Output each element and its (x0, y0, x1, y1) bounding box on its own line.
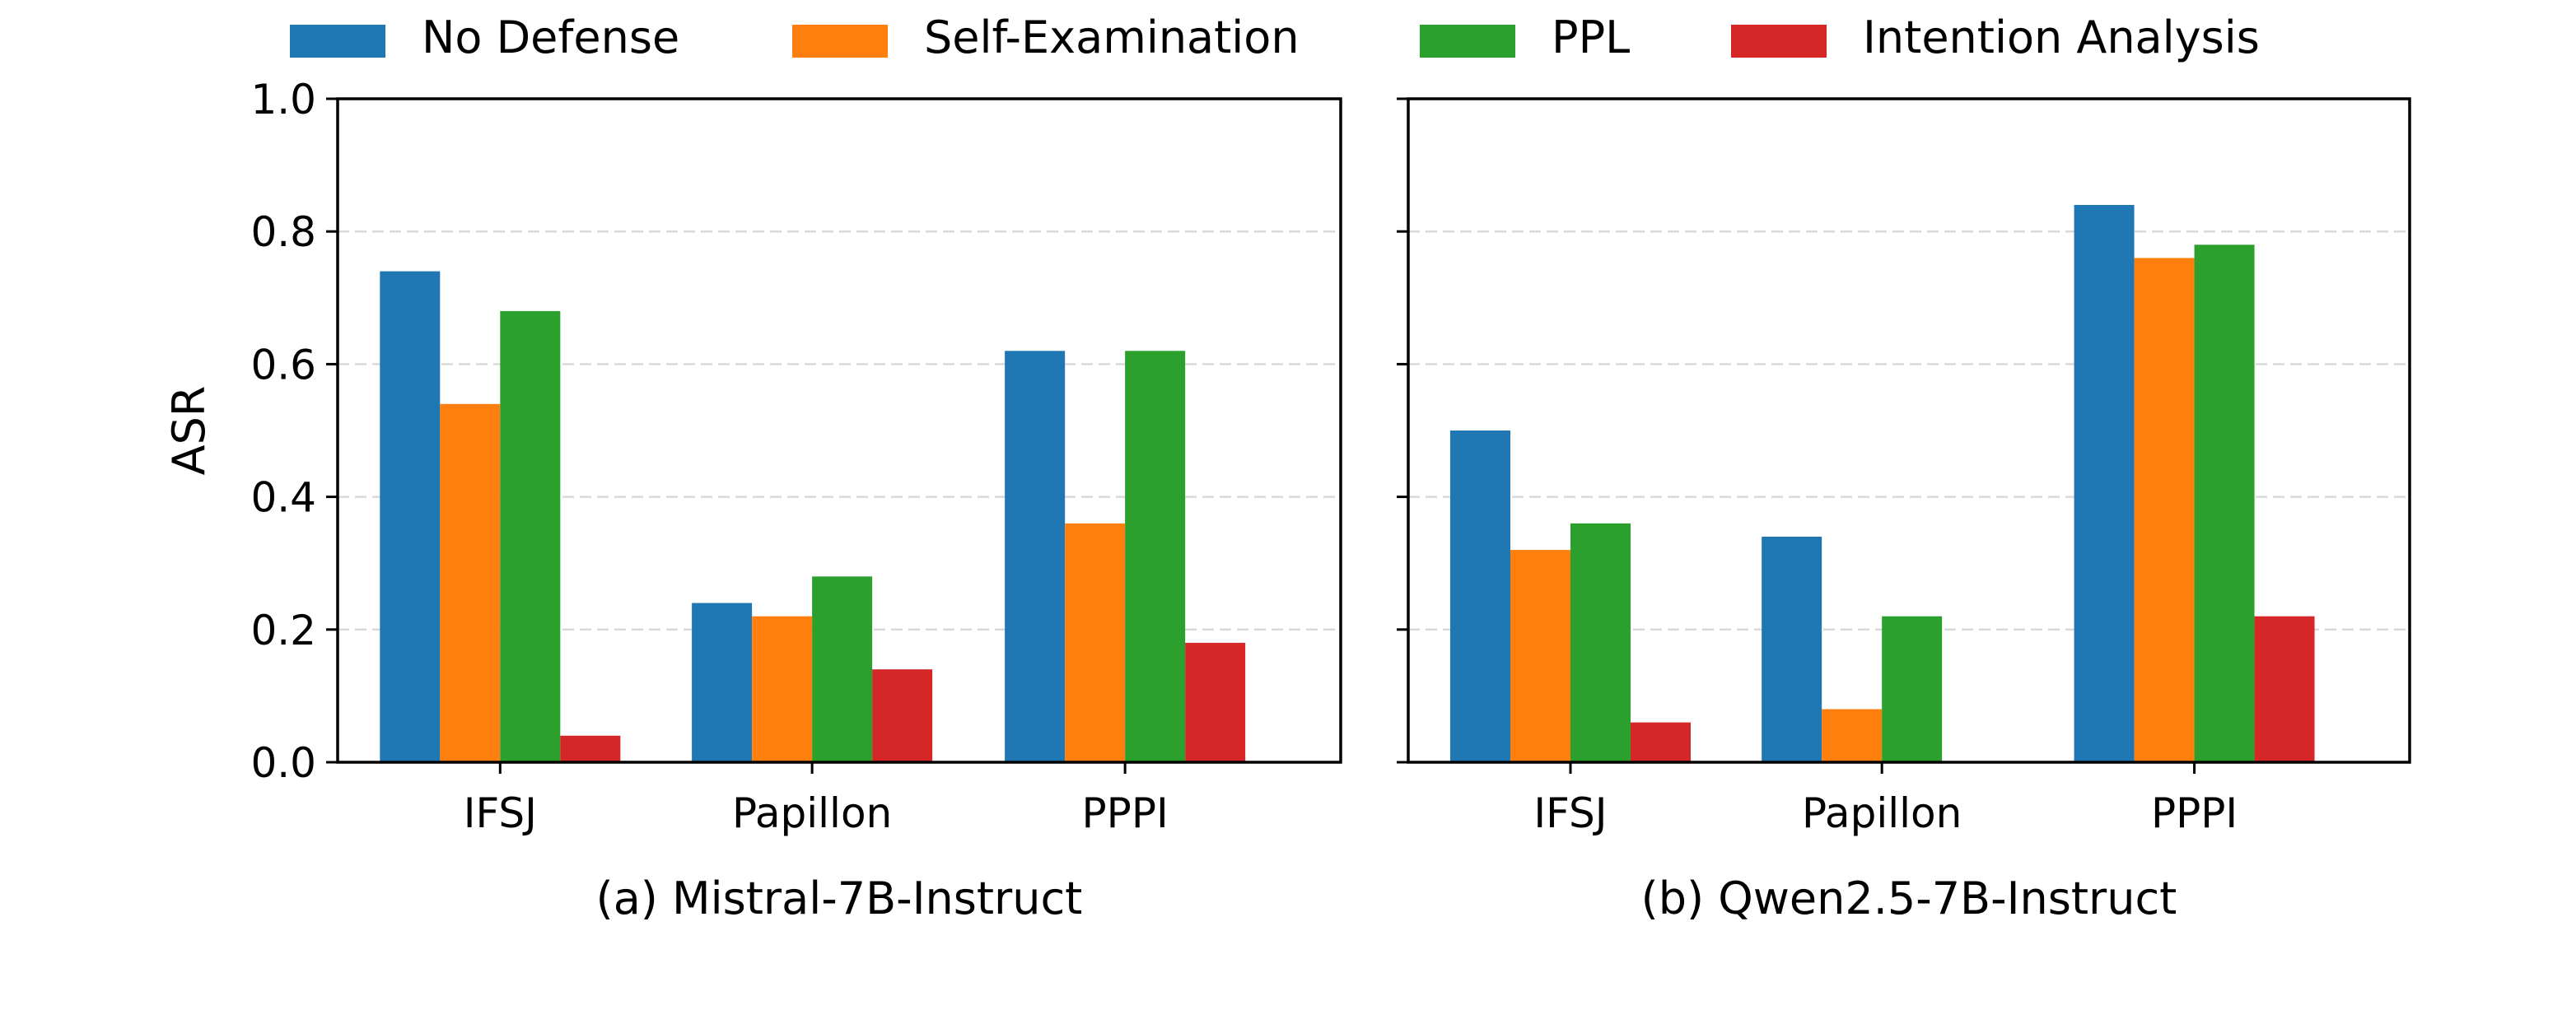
legend-label-no-defense: No Defense (422, 12, 679, 63)
bar-ppl-ifsj (500, 310, 561, 762)
bar-no-defense-papillon (692, 603, 753, 762)
bar-no-defense-papillon (1762, 536, 1822, 762)
panel-mistral: IFSJ Papillon PPPI 0.0 0.2 0.4 0.6 0.8 1.0 ASR (a)… (163, 76, 1342, 924)
bar-ppl-pppi (1125, 351, 1186, 762)
x-tick-label-ifsj: IFSJ (464, 789, 537, 837)
bar-self-examination-papillon (752, 616, 813, 762)
y-axis-label: ASR (163, 386, 215, 476)
legend-item-ppl: PPL (1420, 12, 1630, 63)
bar-no-defense-ifsj (380, 271, 441, 762)
legend: No Defense Self-Examination PPL Intention A… (290, 12, 2260, 63)
bar-intention-analysis-pppi (1185, 642, 1246, 762)
panel-title: (a) Mistral-7B-Instruct (596, 873, 1083, 924)
legend-label-intention-analysis: Intention Analysis (1863, 12, 2260, 63)
bar-no-defense-ifsj (1449, 431, 1510, 762)
legend-item-no-defense: No Defense (290, 12, 679, 63)
bar-ppl-papillon (812, 576, 873, 762)
legend-swatch-self-examination (792, 25, 888, 58)
bar-self-examination-ifsj (1510, 550, 1570, 762)
y-tick-label: 0.8 (250, 208, 316, 256)
bar-self-examination-pppi (2134, 258, 2195, 762)
y-tick-label: 0.6 (250, 341, 316, 389)
x-tick-label-pppi: PPPI (2151, 789, 2238, 837)
panel-title: (b) Qwen2.5-7B-Instruct (1641, 873, 2177, 924)
bar-ppl-pppi (2194, 244, 2255, 762)
bar-self-examination-papillon (1822, 709, 1883, 762)
legend-swatch-ppl (1420, 25, 1515, 58)
bar-no-defense-pppi (2074, 204, 2135, 762)
y-tick-label: 0.2 (250, 607, 316, 654)
axes-frame (1407, 97, 2411, 764)
y-tick-label: 0.4 (250, 474, 316, 522)
legend-label-ppl: PPL (1552, 12, 1630, 63)
x-tick-label-papillon: Papillon (1802, 789, 1962, 837)
axes-frame (336, 97, 1342, 764)
bar-self-examination-ifsj (440, 403, 501, 762)
legend-item-self-examination: Self-Examination (792, 12, 1300, 63)
bar-intention-analysis-papillon (872, 669, 933, 762)
bar-ppl-papillon (1882, 616, 1943, 762)
bar-self-examination-pppi (1065, 523, 1126, 762)
legend-swatch-intention-analysis (1731, 25, 1827, 58)
x-tick-label-pppi: PPPI (1082, 789, 1169, 837)
x-tick-label-ifsj: IFSJ (1533, 789, 1607, 837)
legend-swatch-no-defense (290, 25, 385, 58)
panel-qwen: IFSJ Papillon PPPI (b) Qwen2.5-7B-Instruct (1397, 97, 2411, 924)
legend-label-self-examination: Self-Examination (924, 12, 1300, 63)
y-tick-label: 1.0 (250, 76, 316, 123)
bar-no-defense-pppi (1005, 351, 1066, 762)
legend-item-intention-analysis: Intention Analysis (1731, 12, 2260, 63)
x-tick-label-papillon: Papillon (732, 789, 892, 837)
bar-intention-analysis-pppi (2254, 616, 2315, 762)
bar-intention-analysis-ifsj (560, 735, 621, 762)
bar-intention-analysis-ifsj (1630, 722, 1691, 762)
bar-ppl-ifsj (1570, 523, 1631, 762)
y-tick-label: 0.0 (250, 739, 316, 787)
